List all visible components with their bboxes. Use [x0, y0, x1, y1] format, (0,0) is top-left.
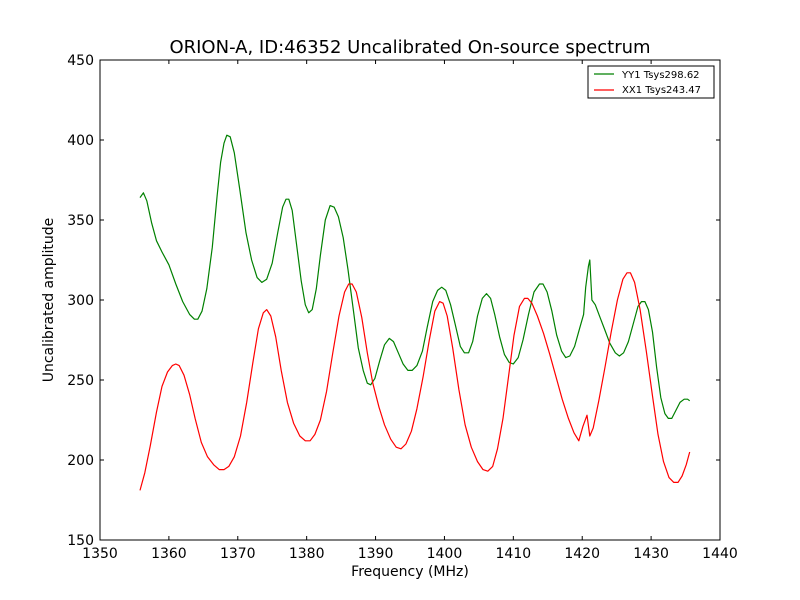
x-tick-label: 1390 [358, 546, 394, 562]
y-axis-ticks: 150 200 250 300 350 400 450 [67, 53, 720, 549]
x-tick-label: 1350 [82, 546, 118, 562]
x-tick-label: 1410 [496, 546, 532, 562]
legend: YY1 Tsys298.62 XX1 Tsys243.47 [587, 65, 715, 99]
x-axis-ticks: 1350 1360 1370 1380 1390 1400 1410 1420 1430 1440 [82, 60, 738, 562]
plot-frame [99, 59, 721, 541]
legend-box [587, 65, 715, 99]
x-tick-label: 1430 [633, 546, 669, 562]
y-tick-label: 450 [67, 53, 94, 69]
y-tick-label: 400 [67, 133, 94, 149]
x-tick-label: 1400 [427, 546, 463, 562]
chart-title: ORION-A, ID:46352 Uncalibrated On-source… [169, 37, 650, 58]
y-tick-label: 250 [67, 373, 94, 389]
x-tick-label: 1440 [702, 546, 738, 562]
plot-area [99, 59, 721, 541]
x-tick-label: 1380 [289, 546, 325, 562]
y-tick-label: 350 [67, 213, 94, 229]
x-axis-label: Frequency (MHz) [351, 564, 469, 580]
y-tick-label: 300 [67, 293, 94, 309]
series-line-0 [139, 134, 691, 419]
y-tick-label: 150 [67, 533, 94, 549]
series-line-1 [139, 272, 691, 491]
series-lines [139, 134, 691, 491]
legend-label-xx1: XX1 Tsys243.47 [622, 85, 701, 96]
y-axis-label: Uncalibrated amplitude [41, 218, 57, 383]
x-tick-label: 1360 [151, 546, 187, 562]
legend-label-yy1: YY1 Tsys298.62 [621, 70, 700, 81]
x-tick-label: 1420 [564, 546, 600, 562]
y-tick-label: 200 [67, 453, 94, 469]
x-tick-label: 1370 [220, 546, 256, 562]
